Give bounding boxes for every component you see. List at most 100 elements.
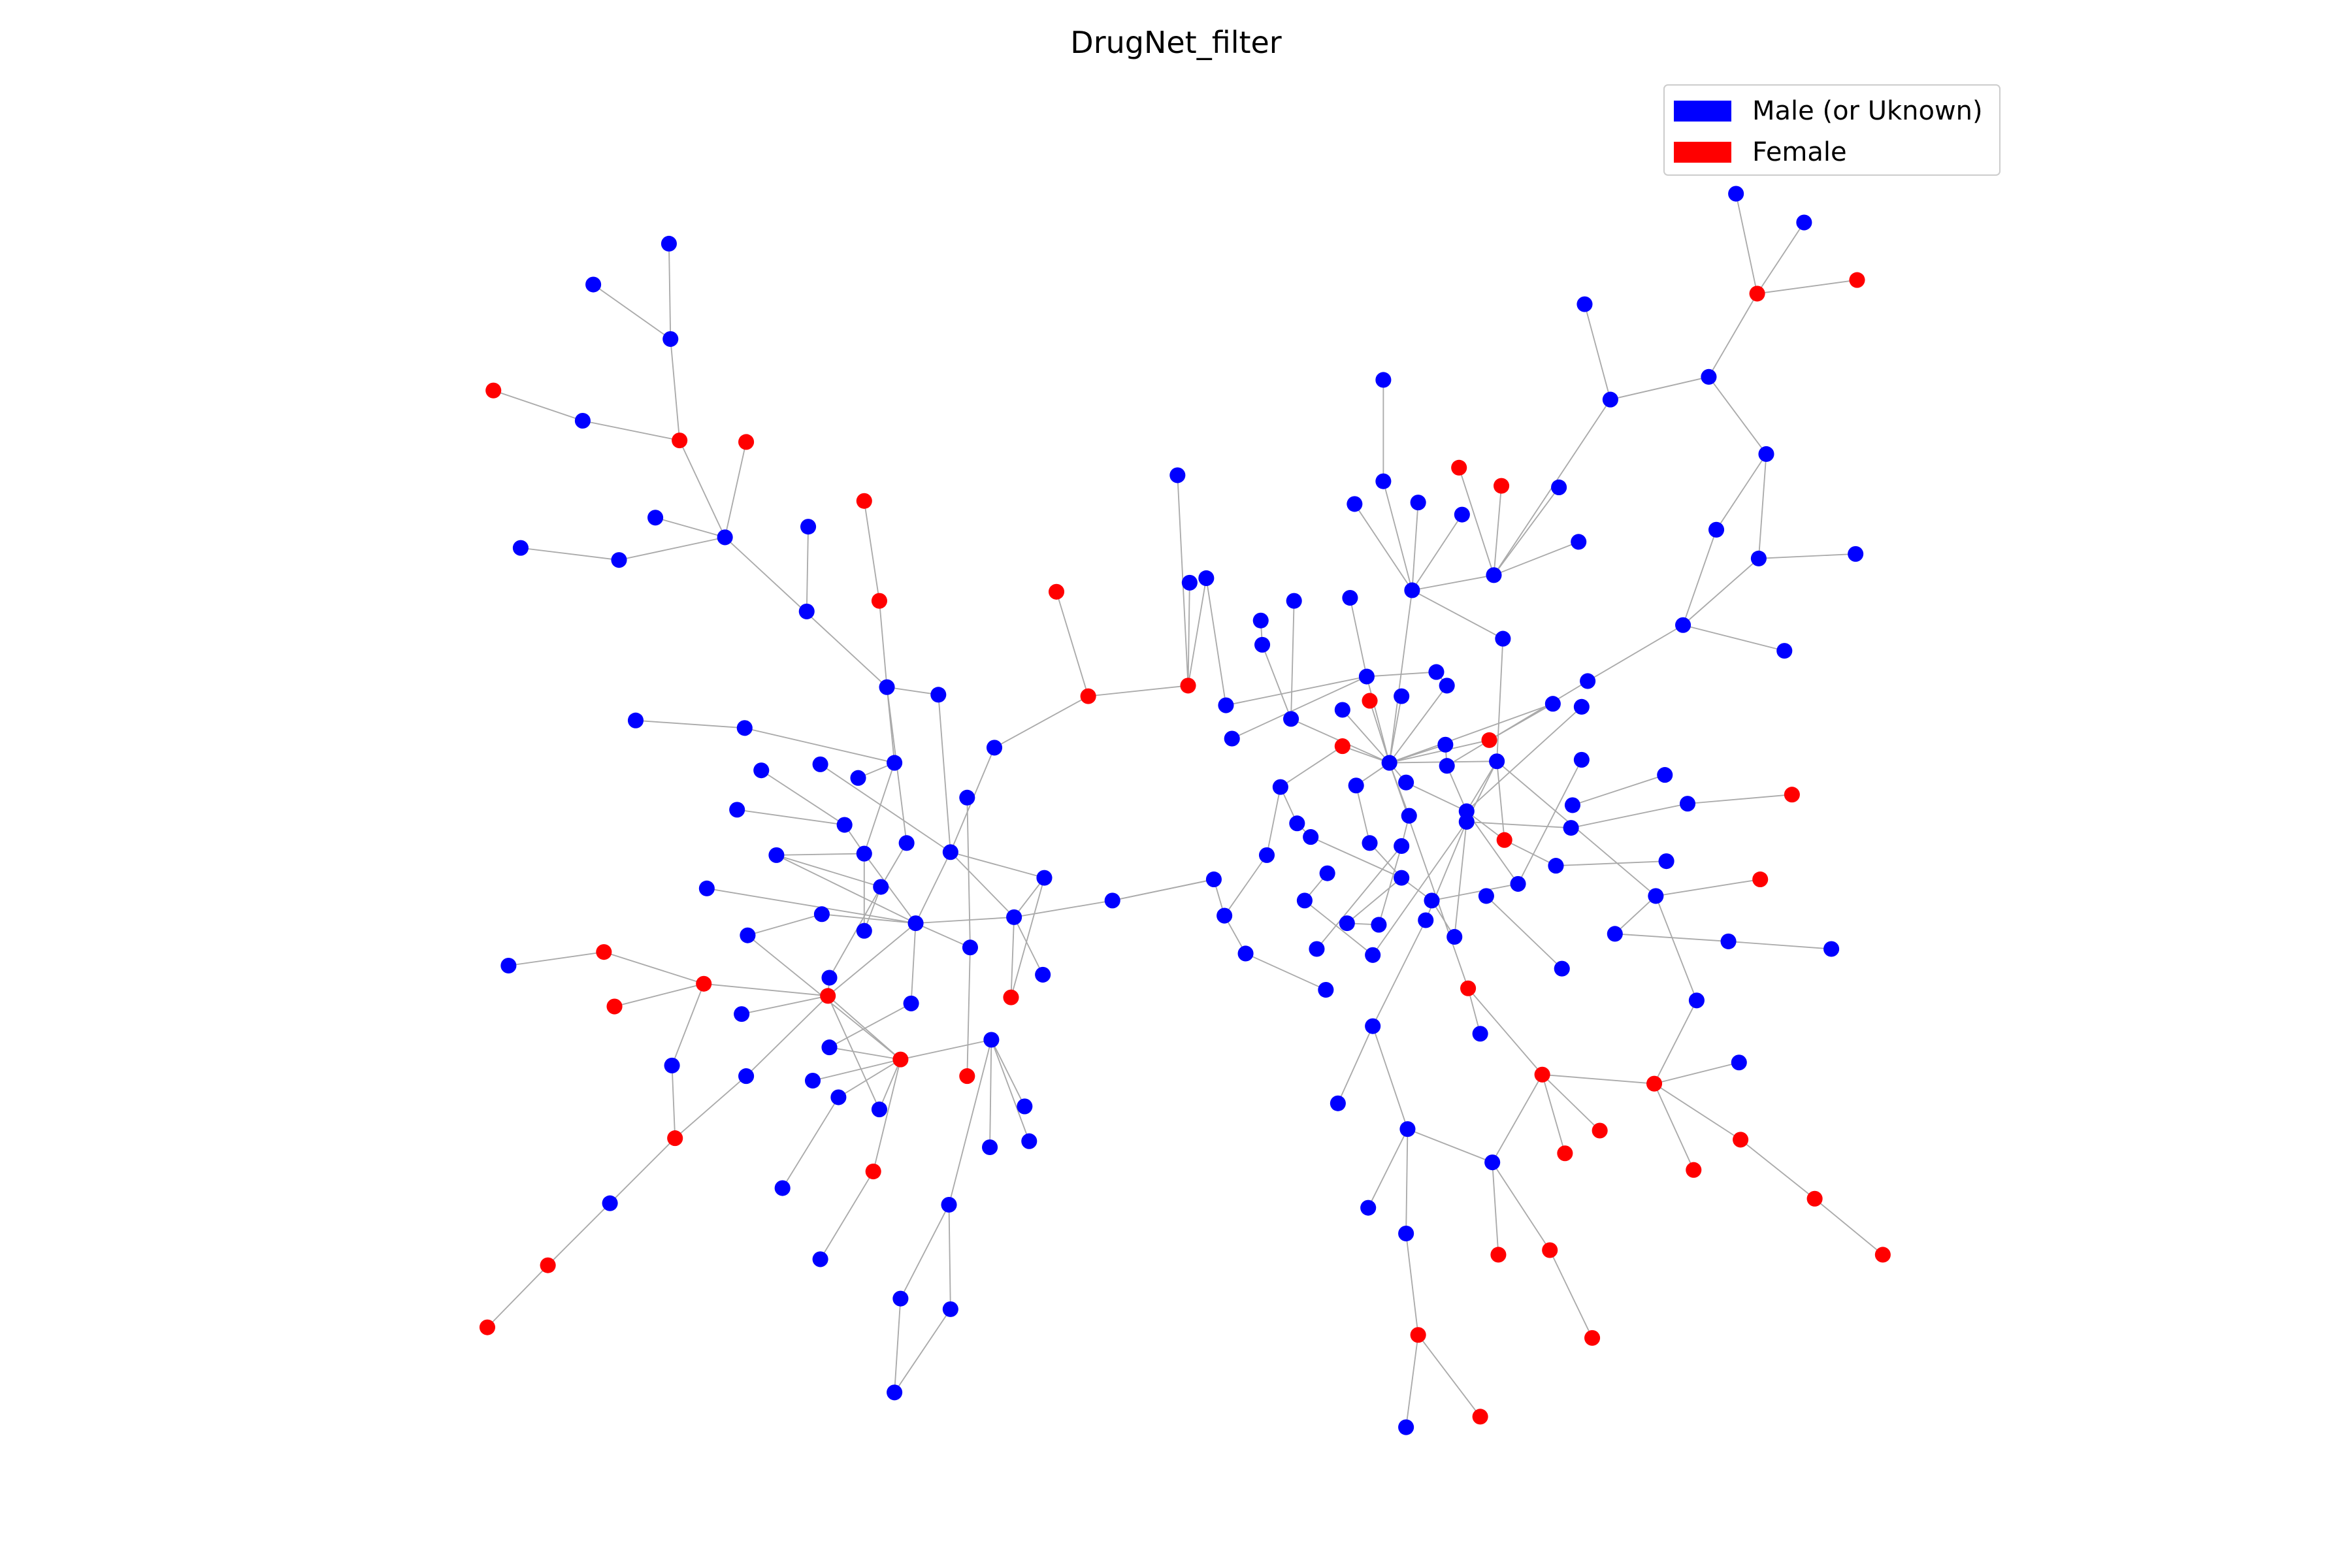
node-n105-female: [1334, 738, 1350, 755]
node-n146-male: [1398, 1225, 1414, 1242]
edge-n2-n3: [593, 284, 671, 340]
node-n55-male: [983, 1032, 1000, 1048]
node-n69-male: [774, 1180, 791, 1196]
node-n80-male: [1181, 574, 1198, 591]
edge-n103-n106: [1369, 700, 1390, 763]
edge-n117-n124: [1310, 836, 1402, 879]
node-n12-male: [800, 519, 817, 535]
node-n86-male: [1224, 730, 1240, 747]
node-n157-male: [1731, 1054, 1747, 1071]
node-n18-female: [1180, 678, 1196, 694]
node-n40-male: [1006, 909, 1022, 925]
node-n74-male: [892, 1290, 909, 1307]
node-n179-male: [1675, 617, 1691, 633]
node-n58-male: [664, 1057, 680, 1073]
edge-n175-n125: [1517, 759, 1582, 885]
edge-n70-n73: [547, 1203, 611, 1266]
edge-n24-n33: [863, 762, 895, 854]
edge-n109-n121: [1496, 761, 1505, 840]
node-n35-male: [698, 880, 715, 896]
edge-n57-n63: [879, 1059, 902, 1110]
node-n32-male: [768, 847, 785, 863]
edge-n162-n163: [1655, 896, 1697, 1001]
edge-n83-n87: [1290, 600, 1295, 719]
edge-n135-n119: [1316, 845, 1402, 950]
node-n9-male: [611, 552, 627, 568]
edge-n33-n39: [864, 853, 917, 924]
edge-n37-n40: [1013, 877, 1045, 918]
edge-n122-n126: [1224, 855, 1267, 917]
node-n28-male: [959, 789, 975, 806]
edge-n75-n77: [894, 1309, 951, 1393]
node-n125-male: [1510, 875, 1526, 892]
edge-n115-n121: [1466, 810, 1505, 841]
node-n56-male: [821, 1039, 838, 1056]
edge-n153-n156: [1542, 1073, 1655, 1085]
edge-n121-n168: [1504, 839, 1556, 866]
node-n94-female: [1494, 478, 1510, 494]
legend-label-male: Male (or Uknown): [1752, 96, 1983, 126]
node-n76-female: [479, 1319, 495, 1335]
edge-n39-n44: [915, 923, 971, 949]
edge-n104-n106: [1388, 696, 1403, 763]
node-n178-male: [1580, 673, 1596, 689]
edge-n109-n115: [1465, 760, 1497, 812]
node-n102-male: [1334, 702, 1350, 718]
edge-n101-n109: [1496, 638, 1504, 762]
node-n92-male: [1410, 495, 1426, 511]
legend-item-male: Male (or Uknown): [1674, 96, 1983, 126]
edge-n68-n57: [872, 1059, 902, 1172]
node-n71-male: [941, 1196, 957, 1213]
node-n124-male: [1394, 870, 1410, 886]
edge-n18-n81: [1187, 578, 1207, 686]
edge-n156-n158: [1654, 1083, 1695, 1171]
edge-n144-n148: [1492, 1162, 1550, 1251]
node-n148-female: [1542, 1242, 1558, 1258]
edge-n18-n80: [1187, 582, 1190, 686]
node-n126-male: [1217, 907, 1233, 924]
edge-n23-n24: [744, 727, 895, 764]
edge-n55-n64: [990, 1039, 1026, 1107]
node-n20-male: [930, 687, 947, 703]
edge-n143-n144: [1407, 1128, 1493, 1164]
node-n180-male: [1776, 643, 1793, 659]
node-n33-male: [856, 845, 872, 862]
edge-n44-n61: [966, 947, 971, 1077]
node-n134-male: [1237, 945, 1254, 962]
node-n156-female: [1646, 1075, 1663, 1092]
node-n84-male: [1254, 636, 1271, 653]
edge-n31-n36: [880, 842, 907, 887]
edge-n53-n39: [910, 923, 917, 1004]
node-n8-male: [512, 540, 529, 556]
node-n119-male: [1394, 838, 1410, 855]
edge-n32-n36: [776, 854, 881, 888]
node-n47-female: [696, 975, 712, 992]
node-n130-male: [1339, 915, 1355, 932]
node-n161-female: [1874, 1247, 1891, 1263]
edge-n153-n154: [1541, 1074, 1566, 1154]
edge-n32-n33: [776, 853, 864, 856]
node-n70-male: [602, 1195, 618, 1211]
edge-n140-n143: [1372, 1026, 1409, 1130]
edge-n120-n170: [1466, 821, 1571, 829]
edge-n102-n106: [1342, 709, 1390, 764]
edge-n84-n87: [1262, 644, 1292, 719]
node-n68-female: [865, 1164, 881, 1180]
node-n57-female: [892, 1051, 909, 1068]
node-n135-male: [1309, 941, 1325, 957]
edge-n67-n55: [990, 1039, 1030, 1142]
edge-n132-n140: [1372, 920, 1427, 1027]
edge-n165-n166: [1728, 941, 1832, 950]
edge-n39-n40: [915, 916, 1015, 924]
edge-n164-n165: [1614, 933, 1729, 942]
legend: Male (or Uknown) Female: [1663, 84, 2001, 176]
node-n151-male: [1398, 1419, 1414, 1435]
edge-n9-n11: [619, 536, 725, 561]
edge-n171-n174: [1572, 774, 1665, 806]
node-n98-male: [1358, 668, 1375, 685]
node-n25-male: [753, 762, 770, 779]
edge-n15-n19: [879, 600, 888, 687]
node-n133-male: [1446, 928, 1463, 945]
edge-n57-n60: [812, 1058, 901, 1081]
